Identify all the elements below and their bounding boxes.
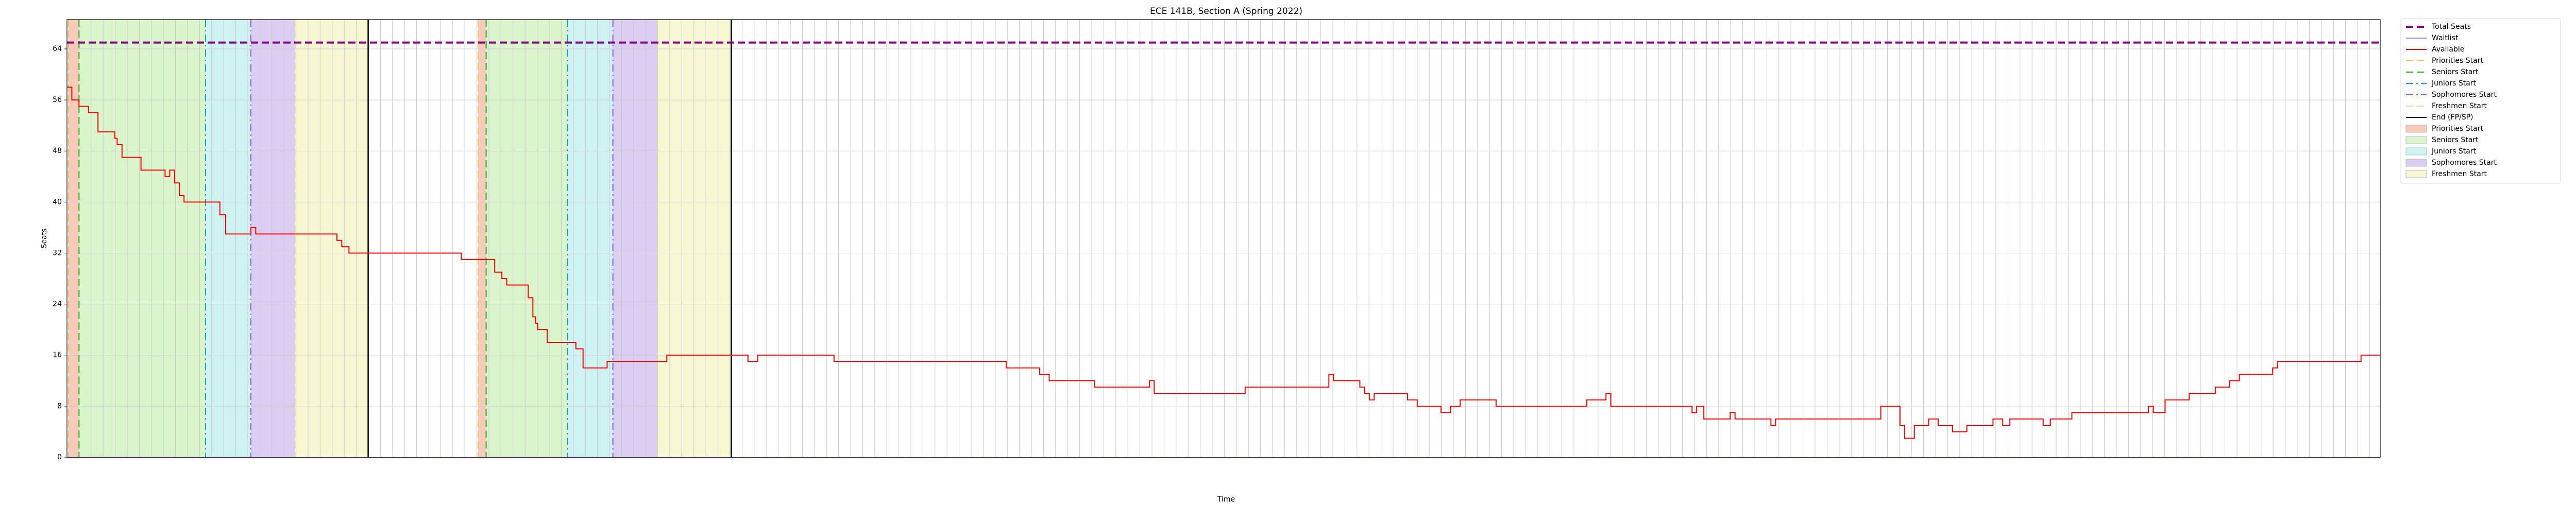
legend-label: Available — [2432, 45, 2464, 54]
y-tick-label: 56 — [53, 96, 62, 104]
y-tick-label: 64 — [53, 45, 62, 53]
shaded-region — [79, 20, 206, 457]
legend-label: Seniors Start — [2432, 68, 2479, 76]
legend-swatch — [2405, 159, 2427, 167]
y-axis-label: Seats — [40, 229, 48, 249]
legend-label: Juniors Start — [2431, 79, 2477, 88]
legend-swatch — [2405, 170, 2427, 178]
legend-swatch — [2405, 136, 2427, 144]
legend-label: End (FP/SP) — [2432, 113, 2473, 122]
legend-swatch — [2405, 147, 2427, 156]
y-tick-label: 24 — [53, 300, 62, 308]
legend-label: Freshmen Start — [2432, 102, 2487, 110]
shaded-region — [657, 20, 732, 457]
legend-label: Juniors Start — [2431, 147, 2477, 156]
y-tick-label: 16 — [53, 351, 62, 359]
shaded-region — [478, 20, 486, 457]
shaded-region — [68, 20, 79, 457]
y-tick-label: 0 — [57, 453, 62, 461]
chart-title: ECE 141B, Section A (Spring 2022) — [1150, 6, 1302, 16]
legend-label: Freshmen Start — [2432, 170, 2487, 178]
y-tick-label: 32 — [53, 249, 62, 257]
shaded-region — [613, 20, 657, 457]
legend-label: Sophomores Start — [2432, 159, 2497, 167]
shaded-region — [486, 20, 568, 457]
legend-label: Waitlist — [2432, 34, 2459, 42]
y-tick-label: 48 — [53, 147, 62, 155]
y-tick-label: 8 — [57, 402, 62, 410]
legend-label: Priorities Start — [2432, 57, 2484, 65]
series-line — [67, 87, 2380, 439]
legend-label: Sophomores Start — [2432, 91, 2497, 99]
plot-frame — [66, 19, 2381, 458]
shaded-region — [295, 20, 368, 457]
legend-label: Priorities Start — [2432, 125, 2484, 133]
shaded-region — [250, 20, 295, 457]
legend-box — [2400, 18, 2561, 184]
shaded-region — [205, 20, 251, 457]
legend-label: Seniors Start — [2432, 136, 2479, 144]
y-tick-label: 40 — [53, 198, 62, 206]
legend-swatch — [2405, 125, 2427, 133]
x-axis-label: Time — [1217, 495, 1235, 504]
legend-label: Total Seats — [2431, 23, 2471, 31]
shaded-region — [567, 20, 613, 457]
